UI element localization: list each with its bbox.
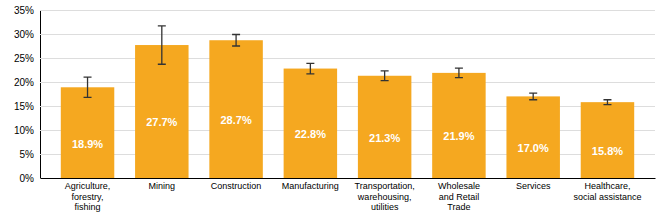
y-tick-label: 15% [14,101,34,112]
x-tick: Wholesaleand RetailTrade [438,181,480,212]
x-tick-label: Healthcare,social assistance [573,181,641,201]
bar [432,73,485,178]
grid-line [40,106,655,107]
y-tick: 30% [14,29,655,40]
y-tick-label: 20% [14,77,34,88]
grid-line [40,154,655,155]
error-bar [455,68,463,78]
x-tick: Manufacturing [282,181,339,191]
x-tick-label: Agriculture,forestry,fishing [65,181,111,212]
marks [61,26,634,178]
x-tick-label: Transportation,warehousing,utilities [355,181,415,212]
error-bar [306,63,314,74]
x-axis-line [41,178,656,179]
bar [284,69,337,178]
error-bar [232,34,240,46]
data-label: 17.0% [518,142,549,154]
y-tick-label: 25% [14,53,34,64]
x-axis: Agriculture,forestry,fishing Mining Constr… [41,179,656,213]
bar [358,76,411,178]
x-tick-label: Manufacturing [282,181,339,191]
y-tick-label: 5% [20,149,35,160]
grid-line [40,130,655,131]
x-tick-label: Construction [211,181,262,191]
error-bar [381,71,389,81]
y-tick: 35% [14,5,655,16]
x-tick: Transportation,warehousing,utilities [355,181,415,212]
plot: 0% 5% 10% 15% 20% 25% 30% 35% Agriculture,forest… [14,5,656,212]
data-label: 15.8% [592,145,623,157]
x-tick: Mining [149,181,176,191]
error-bar [603,100,611,105]
y-tick-label: 10% [14,125,34,136]
error-bar [84,77,92,97]
x-tick-label: Mining [149,181,176,191]
grid-line [40,58,655,59]
bar [506,96,559,178]
y-tick-label: 35% [14,5,34,16]
x-tick-label: Services [516,181,551,191]
y-tick-label: 30% [14,29,34,40]
y-tick-label: 0% [20,173,35,184]
grid-line [40,178,655,179]
data-label: 22.8% [295,128,326,140]
bar [61,87,114,178]
error-bar [158,26,166,64]
data-label: 21.3% [369,132,400,144]
y-axis: 0% 5% 10% 15% 20% 25% 30% 35% [14,5,655,184]
bar [581,102,634,178]
grid-line [40,10,655,11]
data-label: 27.7% [146,116,177,128]
data-label: 18.9% [72,138,103,150]
grid-line [40,82,655,83]
x-tick: Services [516,181,551,191]
x-tick: Agriculture,forestry,fishing [65,181,111,212]
y-tick: 25% [14,53,655,64]
grid-line [40,34,655,35]
data-labels: 18.9% 27.7% 28.7% 22.8% 21.3% 21.9% 17.0% 15.8% [72,114,623,157]
bar [209,40,262,178]
chart: 0% 5% 10% 15% 20% 25% 30% 35% Agriculture,forest… [0,0,665,224]
error-bar [529,93,537,100]
data-label: 28.7% [220,114,251,126]
y-axis-line [41,11,656,179]
bar [135,45,188,178]
data-label: 21.9% [443,130,474,142]
x-tick-label: Wholesaleand RetailTrade [438,181,480,212]
x-tick: Construction [211,181,262,191]
x-tick: Healthcare,social assistance [573,181,641,201]
